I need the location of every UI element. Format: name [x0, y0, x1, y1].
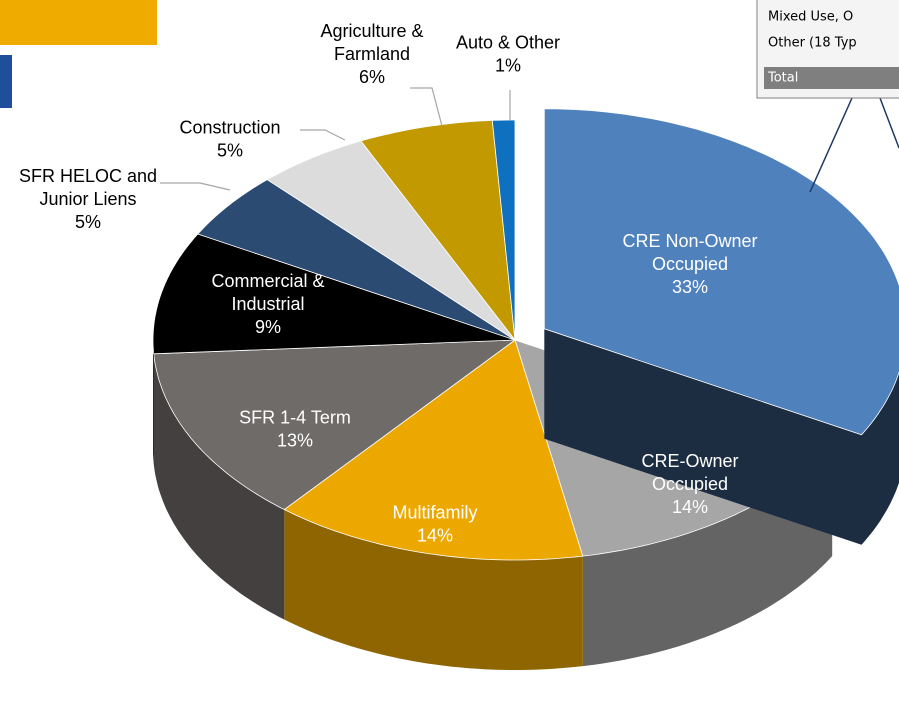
leader-line — [300, 129, 346, 141]
slice-side — [153, 353, 285, 620]
value-label: 9% — [255, 317, 281, 337]
slice — [153, 339, 517, 510]
total-row — [764, 67, 899, 89]
slice — [152, 233, 516, 355]
callout-line — [879, 97, 899, 149]
slice — [266, 140, 516, 341]
slice-label: Auto & Other 1% — [456, 32, 560, 75]
category-label: Agriculture & Farmland — [320, 21, 423, 64]
value-label: 5% — [75, 212, 101, 232]
category-label: Auto & Other — [456, 32, 560, 52]
slice — [360, 119, 516, 342]
callout-line — [809, 97, 853, 193]
category-label: CRE-Owner Occupied — [641, 451, 738, 494]
callout-row: Total — [767, 71, 798, 86]
slice-label: Construction 5% — [179, 117, 280, 160]
value-label: 5% — [217, 140, 243, 160]
callout-row: Other (18 Typ — [768, 36, 857, 51]
slice-side — [861, 372, 899, 545]
leader-line — [410, 87, 443, 127]
slice-side — [153, 340, 154, 464]
slice-label: CRE-Owner Occupied 14% — [641, 451, 738, 517]
value-label: 1% — [495, 55, 521, 75]
callout-table: Mixed Use, O Other (18 Typ Total — [756, 0, 899, 193]
slice — [283, 339, 584, 561]
slice-side — [284, 509, 583, 670]
slice-label: SFR 1-4 Term 13% — [239, 407, 351, 450]
slice — [197, 179, 516, 341]
value-label: 13% — [277, 430, 313, 450]
category-label: Construction — [179, 117, 280, 137]
category-label: Commercial & Industrial — [211, 271, 324, 314]
value-label: 33% — [672, 277, 708, 297]
slice — [491, 119, 516, 341]
slice-label: CRE Non-Owner Occupied 33% — [622, 231, 757, 297]
value-label: 14% — [672, 497, 708, 517]
value-label: 6% — [359, 67, 385, 87]
header-block — [0, 0, 157, 45]
category-label: SFR 1-4 Term — [239, 407, 351, 427]
slice-label: Agriculture & Farmland 6% — [320, 21, 423, 87]
value-label: 14% — [417, 525, 453, 545]
category-label: SFR HELOC and Junior Liens — [19, 166, 157, 209]
slice-label: SFR HELOC and Junior Liens 5% — [19, 166, 157, 232]
slice-label: Multifamily 14% — [392, 502, 477, 545]
slice-face — [544, 328, 862, 545]
callout-row: Mixed Use, O — [768, 10, 853, 25]
slice-label: Commercial & Industrial 9% — [211, 271, 324, 337]
side-block — [0, 55, 12, 108]
category-label: CRE Non-Owner Occupied — [622, 231, 757, 274]
leader-line — [160, 182, 231, 191]
category-label: Multifamily — [392, 502, 477, 522]
